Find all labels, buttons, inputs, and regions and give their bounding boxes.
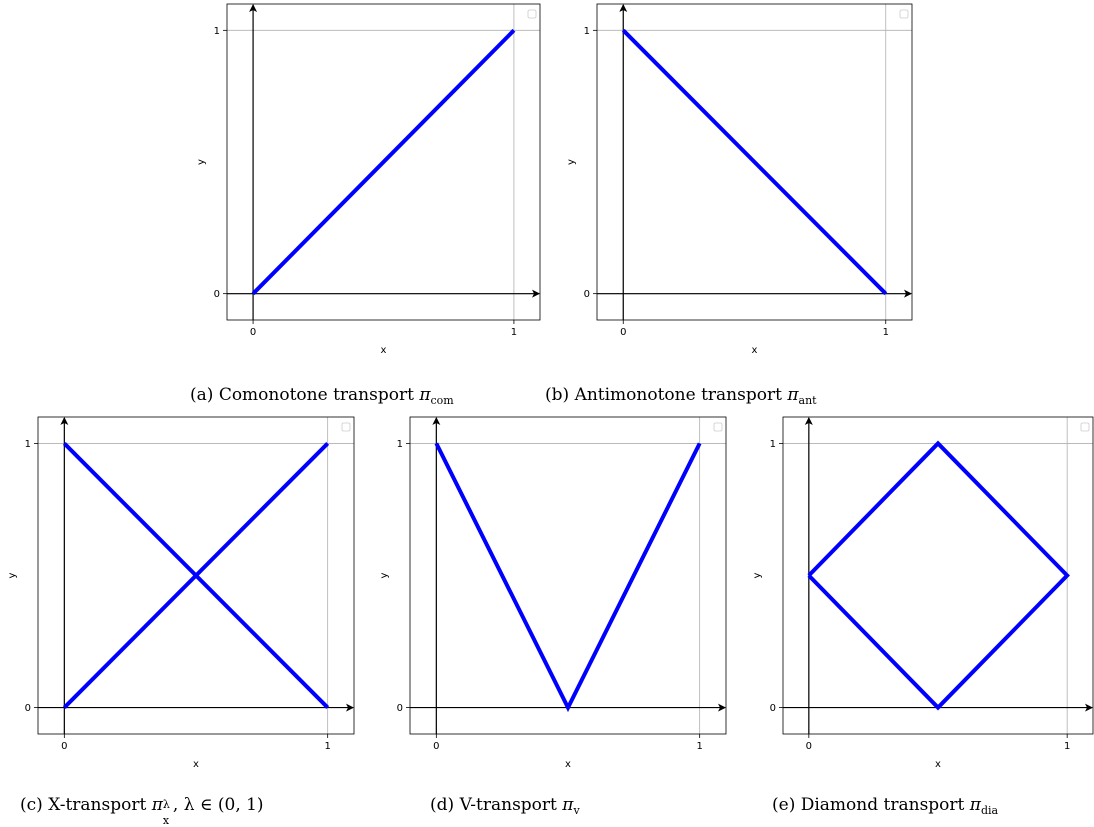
x-tick-label: 1 [883, 327, 889, 338]
y-tick-label: 1 [397, 439, 403, 450]
chart-a: 0 1 0 1 x y [196, 3, 541, 356]
caption-d: (d) V-transport πv [430, 795, 580, 817]
chart-d: 0 1 0 1 x y [379, 416, 727, 770]
x-tick-label: 0 [250, 327, 256, 338]
plot-frame [226, 3, 541, 321]
x-tick-label: 1 [511, 327, 517, 338]
caption-a: (a) Comonotone transport πcom [190, 385, 454, 407]
y-axis-label: y [566, 159, 577, 165]
chart-e: 0 1 0 1 x y [752, 416, 1094, 770]
y-axis-label: y [752, 572, 763, 578]
transport-line-1 [62, 442, 330, 709]
plot-frame [37, 416, 355, 735]
legend-box [527, 9, 537, 19]
x-tick-label: 0 [620, 327, 626, 338]
y-tick-label: 0 [214, 289, 220, 300]
y-tick-label: 1 [214, 26, 220, 37]
y-tick-label: 0 [397, 703, 403, 714]
chart-c: 0 1 0 1 x y [7, 416, 355, 770]
x-tick-label: 0 [61, 741, 67, 752]
legend-box [899, 9, 909, 19]
transport-line-0 [434, 442, 702, 713]
x-axis-label: x [193, 759, 199, 770]
legend-box [1080, 422, 1090, 432]
y-tick-label: 0 [25, 703, 31, 714]
caption-e: (e) Diamond transport πdia [772, 795, 999, 817]
y-tick-label: 1 [584, 26, 590, 37]
x-tick-label: 1 [1064, 741, 1070, 752]
y-axis-label: y [196, 159, 207, 165]
x-tick-label: 1 [696, 741, 702, 752]
plot-frame [409, 416, 727, 735]
legend-box [341, 422, 351, 432]
legend-box [713, 422, 723, 432]
y-tick-label: 1 [25, 439, 31, 450]
x-tick-label: 0 [806, 741, 812, 752]
y-axis-label: y [7, 572, 18, 578]
y-tick-label: 1 [770, 439, 776, 450]
x-axis-label: x [935, 759, 941, 770]
y-tick-label: 0 [584, 289, 590, 300]
y-tick-label: 0 [770, 703, 776, 714]
plot-frame [596, 3, 913, 321]
x-tick-label: 1 [324, 741, 330, 752]
transport-line-0 [621, 28, 888, 296]
chart-b: 0 1 0 1 x y [566, 3, 913, 356]
transport-line-0 [251, 28, 516, 296]
x-axis-label: x [381, 345, 387, 356]
plot-frame [782, 416, 1094, 735]
caption-b: (b) Antimonotone transport πant [545, 385, 817, 407]
x-axis-label: x [565, 759, 571, 770]
transport-line-0 [807, 440, 1070, 711]
y-axis-label: y [379, 572, 390, 578]
x-tick-label: 0 [433, 741, 439, 752]
x-axis-label: x [752, 345, 758, 356]
